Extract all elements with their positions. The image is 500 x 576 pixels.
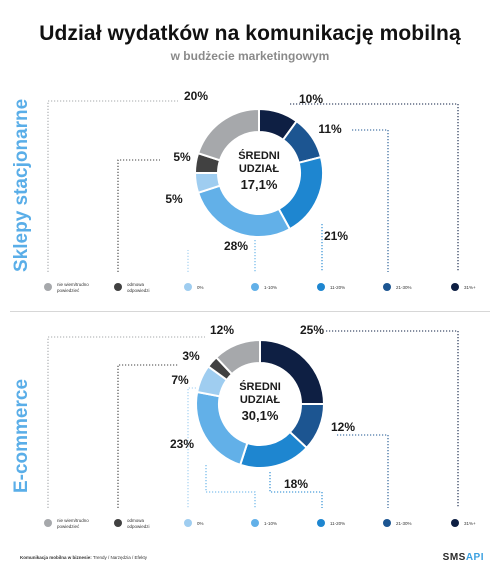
- legend-dot-0-6: [451, 283, 459, 291]
- leader-line-1-4: [187, 387, 196, 508]
- brand-sms: SMS: [442, 552, 466, 563]
- legend-dot-1-3: [251, 519, 259, 527]
- leader-line-0-6: [47, 100, 178, 272]
- legend-label-0-0-a: nie wiem/trudno: [57, 282, 89, 287]
- legend-label-0-2: 0%: [197, 285, 204, 290]
- legend-dot-0-3: [251, 283, 259, 291]
- legend-label-1-3: 1-10%: [264, 521, 277, 526]
- legend-label-1-4: 11-20%: [330, 521, 345, 526]
- brand-logo: SMSAPI: [443, 552, 484, 563]
- donut-slice-0-6: [196, 107, 260, 162]
- data-label-0-5: 5%: [173, 150, 191, 164]
- page-title: Udział wydatków na komunikację mobilną: [39, 22, 461, 45]
- legend-dot-1-1: [114, 519, 122, 527]
- footer-bold: Komunikacja mobilna w biznesie:: [20, 555, 92, 560]
- data-label-0-0: 10%: [299, 92, 323, 106]
- center-label-line2-0: UDZIAŁ: [239, 163, 280, 175]
- legend-label-0-3: 1-10%: [264, 285, 277, 290]
- leader-line-1-6: [47, 336, 205, 508]
- donut-slice-1-2: [238, 430, 309, 469]
- center-value-1: 30,1%: [242, 408, 279, 423]
- page-subtitle: w budżecie marketingowym: [170, 49, 330, 63]
- leader-line-1-2: [269, 472, 323, 508]
- data-label-1-4: 7%: [171, 373, 189, 387]
- data-label-1-5: 3%: [182, 349, 200, 363]
- legend-dot-0-0: [44, 283, 52, 291]
- donut-slice-0-2: [277, 155, 324, 231]
- data-label-1-2: 18%: [284, 477, 308, 491]
- legend-dot-1-0: [44, 519, 52, 527]
- leader-line-0-5: [117, 159, 160, 272]
- legend-label-1-0-b: powiedzieć: [57, 524, 80, 529]
- footer-note: Komunikacja mobilna w biznesie: Trendy /…: [20, 555, 147, 560]
- center-label-line1-0: ŚREDNI: [238, 149, 280, 162]
- center-label-line2-1: UDZIAŁ: [240, 394, 281, 406]
- legend-dot-0-1: [114, 283, 122, 291]
- legend-label-0-0-b: powiedzieć: [57, 288, 80, 293]
- section-separator: [10, 311, 490, 312]
- data-label-0-1: 11%: [318, 122, 342, 136]
- legend-dot-0-2: [184, 283, 192, 291]
- legend-label-1-0-a: nie wiem/trudno: [57, 518, 89, 523]
- legend-label-1-6: 31%+: [464, 521, 476, 526]
- donut-slice-1-6: [214, 338, 261, 376]
- data-label-1-3: 23%: [170, 437, 194, 451]
- center-label-line1-1: ŚREDNI: [239, 380, 281, 393]
- legend-label-1-1-b: odpowiedzi: [127, 524, 150, 529]
- data-label-0-2: 21%: [324, 229, 348, 243]
- center-value-0: 17,1%: [241, 177, 278, 192]
- legend-dot-0-4: [317, 283, 325, 291]
- data-label-0-4: 5%: [165, 192, 183, 206]
- donut-slice-0-3: [196, 184, 292, 238]
- legend-label-0-6: 31%+: [464, 285, 476, 290]
- leader-line-1-3: [205, 465, 256, 508]
- legend-label-0-1-a: odmowa: [127, 282, 145, 287]
- legend-dot-0-5: [383, 283, 391, 291]
- legend-label-0-5: 21-30%: [396, 285, 412, 290]
- legend-label-0-4: 11-20%: [330, 285, 345, 290]
- legend-label-1-2: 0%: [197, 521, 204, 526]
- legend-dot-1-6: [451, 519, 459, 527]
- leader-line-0-0: [290, 103, 459, 272]
- leader-line-1-0: [326, 330, 459, 508]
- footer-rest: Trendy / Narzędzia / Efekty: [91, 555, 148, 560]
- leader-line-1-5: [117, 364, 178, 508]
- legend-label-1-1-a: odmowa: [127, 518, 145, 523]
- leader-line-0-1: [352, 129, 389, 272]
- legend-label-1-5: 21-30%: [396, 521, 412, 526]
- legend-label-0-1-b: odpowiedzi: [127, 288, 150, 293]
- data-label-0-3: 28%: [224, 239, 248, 253]
- data-label-1-0: 25%: [300, 323, 324, 337]
- data-label-1-6: 12%: [210, 323, 234, 337]
- legend-dot-1-5: [383, 519, 391, 527]
- legend-dot-1-2: [184, 519, 192, 527]
- leader-line-1-1: [337, 434, 389, 508]
- legend-dot-1-4: [317, 519, 325, 527]
- data-label-0-6: 20%: [184, 89, 208, 103]
- data-label-1-1: 12%: [331, 420, 355, 434]
- brand-api: API: [465, 552, 484, 563]
